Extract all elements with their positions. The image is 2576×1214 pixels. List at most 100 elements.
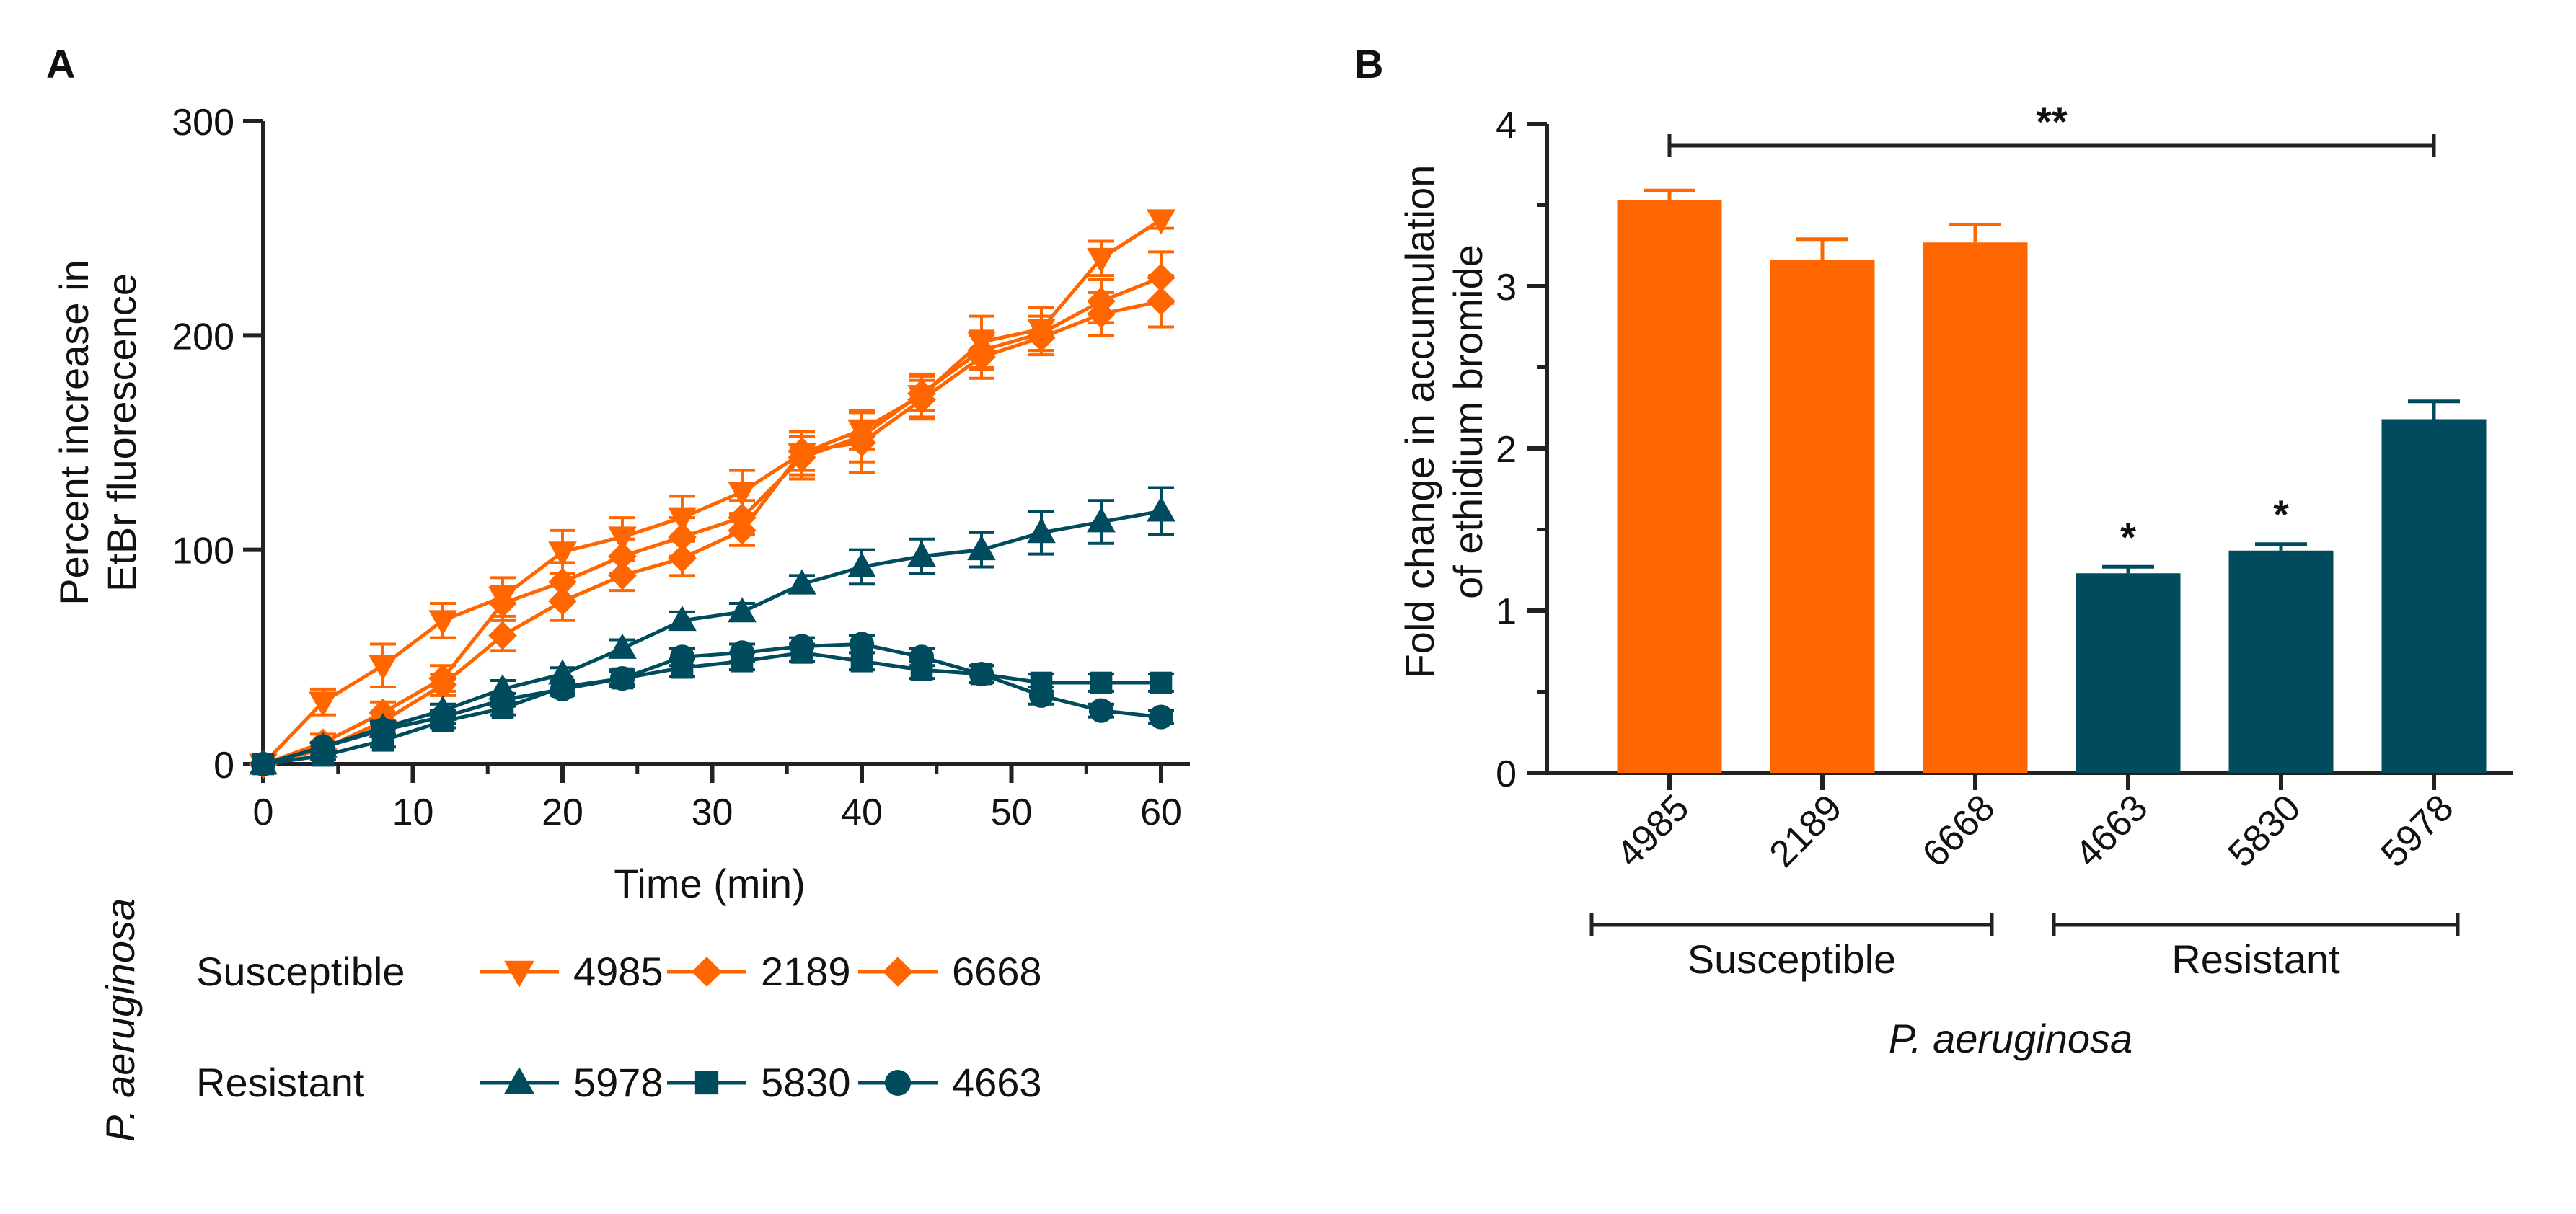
legend-entry-5978: 5978 bbox=[480, 1060, 663, 1105]
panel-b-category-label: 5830 bbox=[2220, 787, 2309, 875]
panel-a-line-chart: A Percent increase in EtBr fluorescence … bbox=[46, 41, 1190, 1142]
data-point bbox=[309, 691, 338, 717]
legend-marker bbox=[504, 960, 534, 988]
data-point bbox=[789, 634, 815, 659]
data-point bbox=[1027, 323, 1056, 353]
panel-a-y-tick-label: 0 bbox=[213, 745, 234, 787]
panel-b-ylabel-line2: of ethidium bromide bbox=[1445, 244, 1491, 599]
data-point bbox=[369, 655, 397, 681]
series-line-5978 bbox=[263, 509, 1162, 766]
panel-a-x-tick-label: 40 bbox=[841, 792, 883, 833]
bar-4663 bbox=[2076, 573, 2181, 773]
panel-b-y-tick-label: 4 bbox=[1496, 105, 1517, 146]
data-point bbox=[788, 569, 816, 595]
panel-a-y-tick-label: 300 bbox=[172, 102, 234, 143]
series-line-6668 bbox=[263, 299, 1162, 766]
panel-a-legend: Susceptible 4985 2189 6668 Resistant 5978 5830… bbox=[196, 949, 1042, 1105]
data-point bbox=[909, 644, 935, 670]
series-line-5830 bbox=[263, 650, 1161, 766]
panel-b-category-label: 4985 bbox=[1609, 787, 1698, 875]
bar-4985 bbox=[1617, 200, 1722, 773]
data-point bbox=[310, 735, 336, 760]
panel-a-x-tick-label: 0 bbox=[253, 792, 274, 833]
data-point bbox=[548, 587, 577, 616]
panel-b-category-label: 4663 bbox=[2068, 787, 2156, 875]
significance-star: * bbox=[2120, 514, 2136, 559]
panel-a-x-tick-label: 50 bbox=[991, 792, 1033, 833]
legend-entry-4985: 4985 bbox=[480, 949, 663, 994]
data-point bbox=[1088, 698, 1114, 723]
data-point bbox=[729, 640, 755, 665]
data-point bbox=[967, 342, 996, 371]
data-point bbox=[1150, 671, 1173, 694]
group-bracket-susceptible: Susceptible bbox=[1589, 913, 1994, 982]
data-point bbox=[669, 644, 695, 670]
bar-group-2189: 2189 bbox=[1762, 237, 1875, 875]
significance-star: * bbox=[2273, 492, 2289, 537]
bar-6668 bbox=[1923, 242, 2028, 773]
data-point bbox=[550, 676, 575, 702]
series-line-2189 bbox=[263, 275, 1162, 766]
bar-group-6668: 6668 bbox=[1915, 223, 2028, 875]
panel-b-category-label: 6668 bbox=[1915, 787, 2003, 875]
panel-b-y-tick-label: 2 bbox=[1496, 429, 1517, 471]
data-point bbox=[1087, 247, 1116, 273]
data-point bbox=[608, 633, 637, 659]
data-point bbox=[1147, 496, 1175, 522]
series-4663 bbox=[250, 632, 1174, 777]
legend-entry-label: 6668 bbox=[952, 949, 1042, 994]
data-point bbox=[668, 606, 697, 632]
data-point bbox=[728, 597, 757, 623]
panel-a-y-tick-label: 100 bbox=[172, 531, 234, 572]
panel-b-category-label: 5978 bbox=[2373, 787, 2462, 875]
panel-a-axes: 0 100 200 300 0 10 20 30 40 50 60 bbox=[172, 102, 1190, 833]
panel-a-x-tick-label: 20 bbox=[542, 792, 583, 833]
bar-group-4663: 4663 * bbox=[2068, 514, 2181, 875]
legend-entry-label: 5830 bbox=[761, 1060, 851, 1105]
data-point bbox=[847, 428, 876, 457]
data-point bbox=[488, 589, 517, 618]
panel-a-y-tick-label: 200 bbox=[172, 316, 234, 358]
data-point bbox=[1090, 671, 1113, 694]
panel-a-x-tick-label: 10 bbox=[392, 792, 434, 833]
series-line-4663 bbox=[263, 642, 1162, 766]
data-point bbox=[728, 516, 757, 545]
data-point bbox=[1087, 299, 1116, 329]
bar-2189 bbox=[1770, 260, 1875, 773]
data-point bbox=[548, 541, 577, 567]
data-point bbox=[608, 561, 637, 590]
legend-entry-2189: 2189 bbox=[667, 949, 851, 994]
data-point bbox=[1027, 518, 1056, 544]
panel-a-xlabel: Time (min) bbox=[614, 861, 805, 906]
data-point bbox=[788, 437, 816, 466]
data-point bbox=[967, 534, 996, 561]
data-point bbox=[1147, 286, 1175, 316]
panel-a-series bbox=[249, 209, 1175, 779]
data-point bbox=[1147, 209, 1175, 235]
legend-entry-label: 4985 bbox=[573, 949, 663, 994]
legend-entry-label: 4663 bbox=[952, 1060, 1042, 1105]
data-point bbox=[488, 621, 517, 650]
panel-b-category-label: 2189 bbox=[1762, 787, 1851, 875]
panel-a-organism-label: P. aeruginosa bbox=[97, 898, 143, 1142]
significance-bracket-label: ** bbox=[2036, 99, 2068, 144]
panel-a-x-tick-label: 30 bbox=[692, 792, 733, 833]
bar-group-5978: 5978 bbox=[2373, 399, 2487, 875]
panel-b-letter: B bbox=[1354, 41, 1383, 87]
data-point bbox=[370, 717, 396, 743]
panel-b-xlabel: P. aeruginosa bbox=[1889, 1016, 2132, 1061]
data-point bbox=[728, 481, 757, 508]
data-point bbox=[668, 523, 697, 551]
group-label: Resistant bbox=[2171, 936, 2340, 982]
legend-entry-5830: 5830 bbox=[667, 1060, 851, 1105]
bar-5978 bbox=[2381, 419, 2487, 773]
panel-a-ylabel-line1: Percent increase in bbox=[51, 260, 97, 605]
group-bracket-resistant: Resistant bbox=[2052, 913, 2460, 982]
legend-entry-6668: 6668 bbox=[858, 949, 1042, 994]
panel-a-letter: A bbox=[46, 41, 75, 87]
data-point bbox=[847, 551, 876, 577]
data-point bbox=[428, 610, 457, 636]
data-point bbox=[1148, 704, 1174, 730]
legend-marker bbox=[694, 1071, 719, 1095]
data-point bbox=[849, 632, 875, 657]
